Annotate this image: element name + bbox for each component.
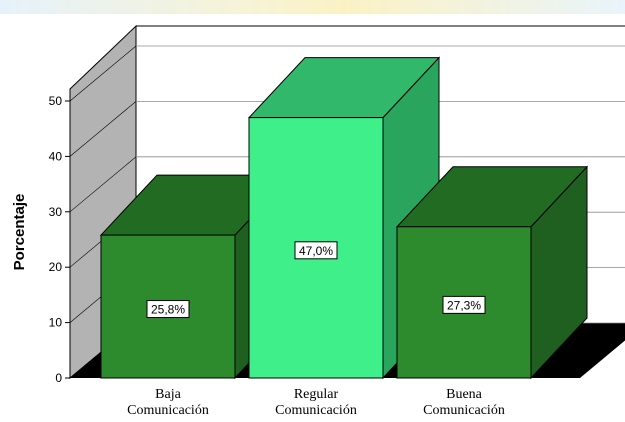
x-tick-label: Comunicación <box>423 403 505 418</box>
y-tick-label: 30 <box>49 205 63 219</box>
y-tick-label: 50 <box>49 94 63 108</box>
y-axis-label: Porcentaje <box>11 194 28 271</box>
y-tick-label: 0 <box>55 371 62 385</box>
bar: 27,3% <box>395 165 589 380</box>
data-label: 27,3% <box>447 298 481 312</box>
data-label-box <box>294 241 338 260</box>
x-tick-label: Comunicación <box>127 403 209 418</box>
x-tick-label: Buena <box>446 387 483 402</box>
y-tick-label: 20 <box>49 260 63 274</box>
gridline-side <box>69 45 137 102</box>
x-tick-label: Baja <box>155 387 181 402</box>
data-label: 47,0% <box>299 244 333 258</box>
y-tick-label: 40 <box>49 149 63 163</box>
data-label-box <box>146 300 190 319</box>
data-label-box <box>442 295 486 314</box>
x-tick-label: Regular <box>294 387 339 402</box>
chart-bars: 25,8% 47,0% 27,3% <box>99 56 589 380</box>
x-tick-label: Comunicación <box>275 403 357 418</box>
gridline-side <box>69 101 137 157</box>
gridline-side <box>69 156 137 213</box>
y-axis-ticks: 0 10 20 30 40 50 <box>49 89 71 385</box>
data-label: 25,8% <box>151 303 185 317</box>
y-tick-label: 10 <box>49 316 63 330</box>
background-strip <box>0 0 625 14</box>
x-axis-ticks: BajaComunicaciónRegularComunicaciónBuena… <box>127 387 505 418</box>
